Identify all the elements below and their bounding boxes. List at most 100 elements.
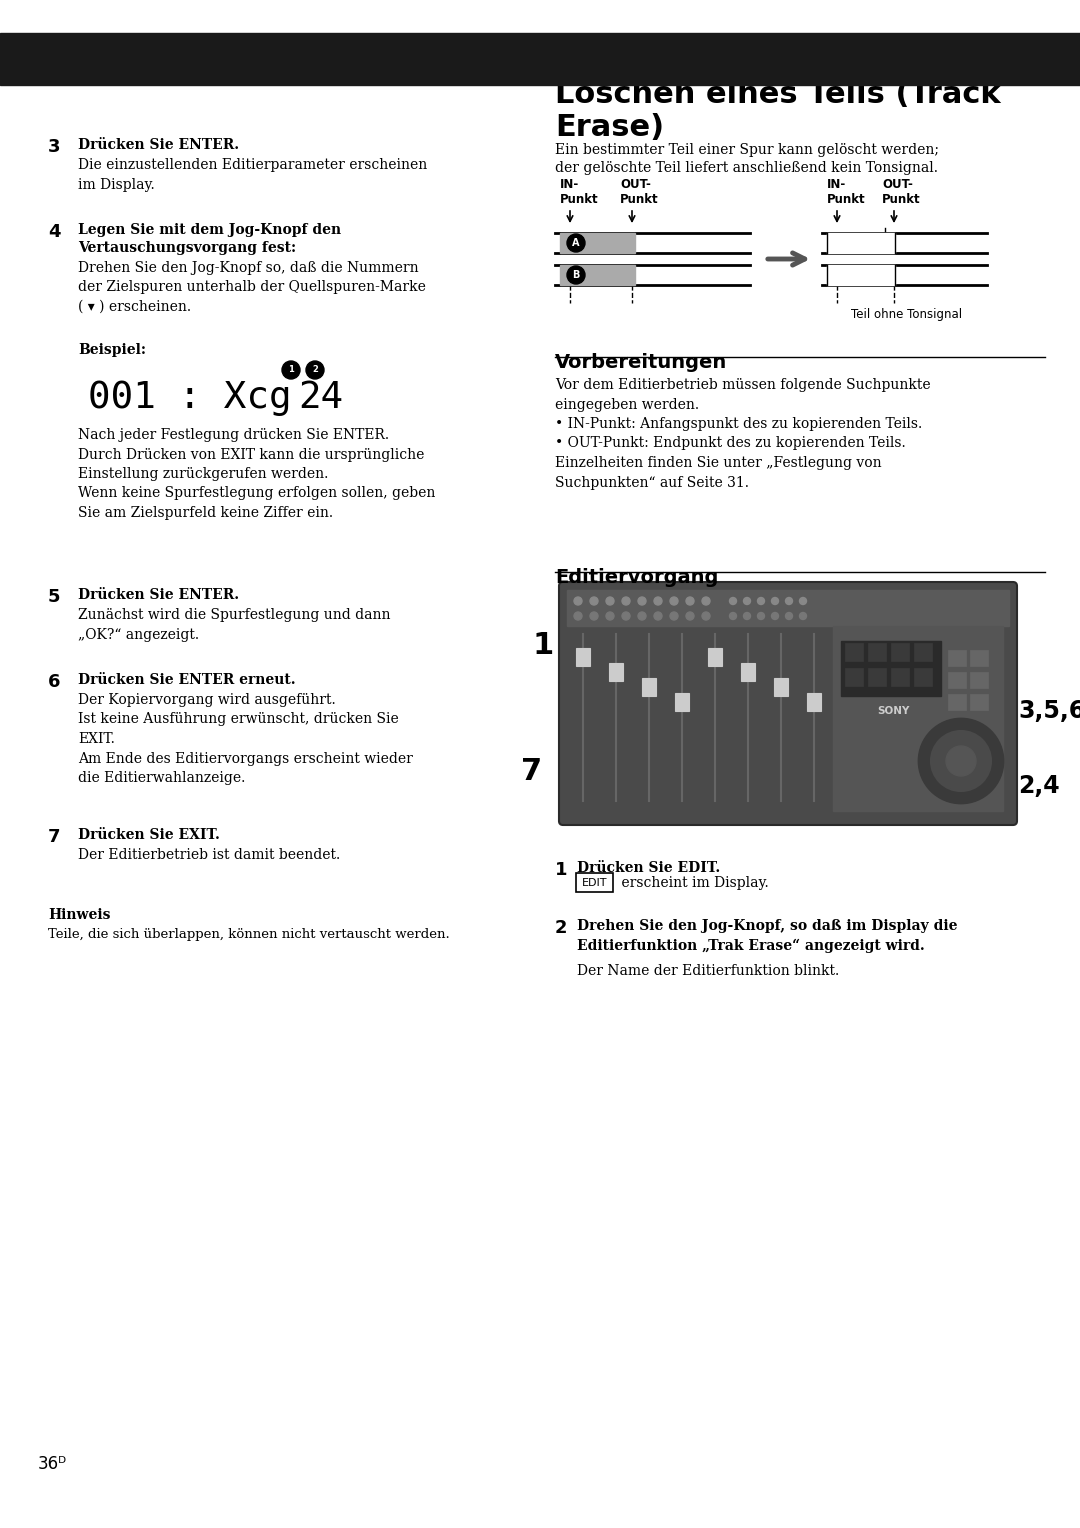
Circle shape — [799, 613, 807, 619]
Text: SONY: SONY — [877, 706, 909, 717]
Bar — [642, 678, 656, 695]
Circle shape — [670, 597, 678, 605]
Text: Legen Sie mit dem Jog-Knopf den: Legen Sie mit dem Jog-Knopf den — [78, 223, 341, 237]
Text: Der Editierbetrieb ist damit beendet.: Der Editierbetrieb ist damit beendet. — [78, 848, 340, 862]
Bar — [833, 626, 1003, 811]
Circle shape — [799, 597, 807, 605]
Bar — [914, 643, 932, 662]
Text: Vor dem Editierbetrieb müssen folgende Suchpunkte
eingegeben werden.
• IN-Punkt:: Vor dem Editierbetrieb müssen folgende S… — [555, 377, 931, 489]
Text: IN-
Punkt: IN- Punkt — [827, 177, 866, 206]
Text: 7: 7 — [48, 828, 60, 847]
Bar — [970, 649, 988, 666]
Text: 24: 24 — [298, 380, 343, 416]
Circle shape — [702, 613, 710, 620]
Text: Der Name der Editierfunktion blinkt.: Der Name der Editierfunktion blinkt. — [577, 964, 839, 978]
Text: Drücken Sie ENTER erneut.: Drücken Sie ENTER erneut. — [78, 672, 296, 688]
Bar — [675, 694, 689, 711]
Circle shape — [590, 597, 598, 605]
Bar — [555, 63, 1045, 73]
Text: 3: 3 — [48, 138, 60, 156]
Circle shape — [757, 613, 765, 619]
Circle shape — [573, 597, 582, 605]
Text: Editiervorgang: Editiervorgang — [555, 568, 718, 587]
Bar — [891, 668, 909, 686]
Bar — [708, 648, 723, 666]
Bar — [970, 694, 988, 711]
Text: 2,4: 2,4 — [1018, 775, 1059, 798]
Bar — [868, 643, 886, 662]
Text: OUT-
Punkt: OUT- Punkt — [882, 177, 920, 206]
Circle shape — [622, 613, 630, 620]
Bar — [948, 694, 966, 711]
Bar — [741, 663, 755, 681]
Text: Zunächst wird die Spurfestlegung und dann
„OK?“ angezeigt.: Zunächst wird die Spurfestlegung und dan… — [78, 608, 391, 642]
Text: 7: 7 — [521, 756, 542, 785]
Text: 001 : Xcg: 001 : Xcg — [87, 380, 292, 416]
Circle shape — [785, 613, 793, 619]
Bar — [609, 663, 623, 681]
Circle shape — [622, 597, 630, 605]
FancyBboxPatch shape — [576, 872, 613, 892]
Bar — [827, 264, 895, 286]
Text: Die einzustellenden Editierparameter erscheinen
im Display.: Die einzustellenden Editierparameter ers… — [78, 157, 428, 191]
Text: A: A — [572, 238, 580, 248]
Circle shape — [638, 597, 646, 605]
Text: Teile, die sich überlappen, können nicht vertauscht werden.: Teile, die sich überlappen, können nicht… — [48, 927, 449, 941]
Text: Beispiel:: Beispiel: — [78, 342, 146, 358]
Text: Drücken Sie EXIT.: Drücken Sie EXIT. — [78, 828, 220, 842]
FancyBboxPatch shape — [559, 582, 1017, 825]
Text: der gelöschte Teil liefert anschließend kein Tonsignal.: der gelöschte Teil liefert anschließend … — [555, 160, 939, 176]
Circle shape — [670, 613, 678, 620]
Circle shape — [282, 361, 300, 379]
Text: 2: 2 — [312, 365, 318, 374]
Circle shape — [946, 746, 976, 776]
Text: Editieren eines Song-Teils (Spur-Editierbetrieb): Editieren eines Song-Teils (Spur-Editier… — [30, 50, 509, 69]
Bar — [567, 590, 1009, 626]
Bar — [807, 694, 821, 711]
Circle shape — [573, 613, 582, 620]
Text: EDIT: EDIT — [582, 877, 607, 888]
Text: Löschen eines Teils (Track: Löschen eines Teils (Track — [555, 79, 1001, 108]
Text: Vorbereitungen: Vorbereitungen — [555, 353, 727, 371]
Text: B: B — [572, 270, 580, 280]
Bar — [0, 34, 1080, 86]
Bar — [845, 668, 863, 686]
Circle shape — [785, 597, 793, 605]
Text: Erase): Erase) — [555, 113, 664, 142]
Text: Hinweis: Hinweis — [48, 908, 110, 921]
Circle shape — [757, 597, 765, 605]
Bar — [841, 642, 941, 695]
Text: Drehen Sie den Jog-Knopf so, daß die Nummern
der Zielspuren unterhalb der Quells: Drehen Sie den Jog-Knopf so, daß die Num… — [78, 261, 426, 313]
Bar — [774, 678, 788, 695]
Bar — [576, 648, 590, 666]
Circle shape — [567, 266, 585, 284]
Text: IN-
Punkt: IN- Punkt — [561, 177, 598, 206]
Text: 6: 6 — [48, 672, 60, 691]
Bar — [948, 672, 966, 688]
Circle shape — [771, 613, 779, 619]
Text: Vertauschungsvorgang fest:: Vertauschungsvorgang fest: — [78, 241, 296, 255]
Text: Der Kopiervorgang wird ausgeführt.
Ist keine Ausführung erwünscht, drücken Sie
E: Der Kopiervorgang wird ausgeführt. Ist k… — [78, 694, 413, 785]
Text: Drücken Sie EDIT.: Drücken Sie EDIT. — [577, 860, 720, 876]
Text: Ein bestimmter Teil einer Spur kann gelöscht werden;: Ein bestimmter Teil einer Spur kann gelö… — [555, 144, 939, 157]
Text: Teil ohne Tonsignal: Teil ohne Tonsignal — [851, 309, 962, 321]
Circle shape — [743, 597, 751, 605]
Circle shape — [654, 613, 662, 620]
Bar — [827, 232, 895, 254]
Circle shape — [729, 613, 737, 619]
Circle shape — [686, 597, 694, 605]
Text: OUT-
Punkt: OUT- Punkt — [620, 177, 659, 206]
Text: Drücken Sie ENTER.: Drücken Sie ENTER. — [78, 588, 239, 602]
Circle shape — [654, 597, 662, 605]
Text: 3,5,6: 3,5,6 — [1018, 698, 1080, 723]
Bar — [914, 668, 932, 686]
Circle shape — [306, 361, 324, 379]
Circle shape — [771, 597, 779, 605]
Circle shape — [919, 720, 1003, 804]
Circle shape — [702, 597, 710, 605]
Circle shape — [638, 613, 646, 620]
Bar — [561, 264, 635, 286]
Circle shape — [931, 730, 991, 792]
Circle shape — [686, 613, 694, 620]
Text: 36ᴰ: 36ᴰ — [38, 1455, 67, 1473]
